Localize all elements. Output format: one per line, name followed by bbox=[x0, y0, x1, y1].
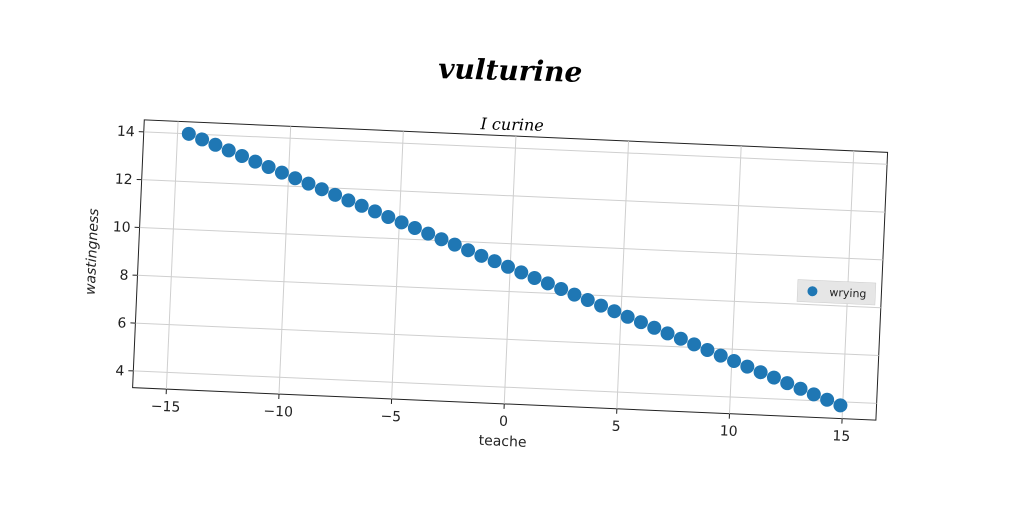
data-point bbox=[713, 348, 728, 363]
chart-title: vulturine bbox=[438, 52, 583, 89]
data-point bbox=[447, 237, 462, 252]
legend-marker bbox=[807, 286, 818, 297]
data-point bbox=[487, 254, 502, 269]
x-tick-label: −15 bbox=[150, 398, 180, 415]
data-series-wrying bbox=[181, 126, 848, 413]
x-grid-line bbox=[391, 131, 404, 399]
data-point bbox=[527, 271, 542, 286]
data-point bbox=[341, 193, 356, 208]
data-point bbox=[274, 165, 289, 180]
data-point bbox=[461, 243, 476, 258]
legend: wrying bbox=[796, 279, 877, 306]
data-point bbox=[806, 387, 821, 402]
data-point bbox=[181, 126, 196, 141]
y-grid-line bbox=[137, 274, 881, 309]
data-point bbox=[740, 359, 755, 374]
data-point bbox=[793, 381, 808, 396]
data-point bbox=[301, 176, 316, 191]
y-tick-label: 10 bbox=[112, 219, 131, 236]
data-point bbox=[500, 259, 515, 274]
data-point bbox=[820, 392, 835, 407]
data-point bbox=[700, 342, 715, 357]
data-point bbox=[288, 171, 303, 186]
data-point bbox=[580, 292, 595, 307]
axis-ticks: −15 −10 −5 0 5 10 15 4 6 8 10 12 14 bbox=[112, 124, 851, 445]
x-tick-label: 15 bbox=[832, 428, 851, 445]
y-grid-line bbox=[133, 370, 877, 404]
y-grid-line bbox=[143, 131, 888, 165]
data-point bbox=[833, 398, 848, 413]
data-point bbox=[594, 298, 609, 313]
x-grid-line bbox=[165, 121, 179, 390]
y-tick-label: 8 bbox=[119, 268, 129, 284]
data-point bbox=[221, 143, 236, 158]
data-point bbox=[620, 309, 635, 324]
data-point bbox=[261, 160, 276, 175]
y-axis-label: wastingness bbox=[83, 208, 103, 295]
data-point bbox=[727, 353, 742, 368]
data-point bbox=[421, 226, 436, 241]
data-point bbox=[780, 376, 795, 391]
data-point bbox=[647, 320, 662, 335]
y-tick-label: 4 bbox=[115, 363, 125, 379]
x-tick-label: 10 bbox=[719, 423, 738, 440]
plot-axes: −15 −10 −5 0 5 10 15 4 6 8 10 12 14 teache wastingne… bbox=[83, 119, 889, 451]
data-point bbox=[381, 210, 396, 225]
x-tick-label: −10 bbox=[263, 403, 293, 420]
data-point bbox=[687, 337, 702, 352]
x-tick-label: 0 bbox=[499, 414, 509, 430]
y-tick-label: 6 bbox=[117, 315, 127, 331]
data-point bbox=[660, 326, 675, 341]
data-point bbox=[314, 182, 329, 197]
x-grid-line bbox=[278, 126, 292, 395]
data-point bbox=[514, 265, 529, 280]
y-tick-label: 12 bbox=[114, 172, 133, 189]
y-grid-line bbox=[141, 179, 885, 213]
data-point bbox=[407, 221, 422, 236]
data-point bbox=[673, 331, 688, 346]
data-point bbox=[633, 315, 648, 330]
x-tick-label: −5 bbox=[380, 408, 401, 425]
data-point bbox=[195, 132, 210, 147]
data-point bbox=[540, 276, 555, 291]
data-point bbox=[367, 204, 382, 219]
data-point bbox=[567, 287, 582, 302]
x-tick-label: 5 bbox=[611, 419, 621, 435]
legend-label: wrying bbox=[829, 286, 867, 301]
x-grid-line bbox=[616, 141, 630, 409]
data-point bbox=[235, 149, 250, 164]
x-grid-line bbox=[728, 145, 742, 414]
y-grid-line bbox=[135, 322, 879, 357]
data-point bbox=[354, 198, 369, 213]
legend-box bbox=[796, 279, 877, 306]
data-point bbox=[607, 304, 622, 319]
data-point bbox=[753, 365, 768, 380]
data-point bbox=[766, 370, 781, 385]
data-point bbox=[208, 137, 223, 152]
data-point bbox=[328, 187, 343, 202]
data-point bbox=[474, 248, 489, 263]
data-point bbox=[554, 281, 569, 296]
y-tick-label: 14 bbox=[117, 124, 136, 141]
y-grid-line bbox=[139, 226, 883, 261]
data-point bbox=[248, 154, 263, 169]
x-axis-label: teache bbox=[478, 433, 527, 451]
data-point bbox=[434, 232, 449, 247]
chart-subtitle: I curine bbox=[479, 114, 544, 135]
data-point bbox=[394, 215, 409, 230]
